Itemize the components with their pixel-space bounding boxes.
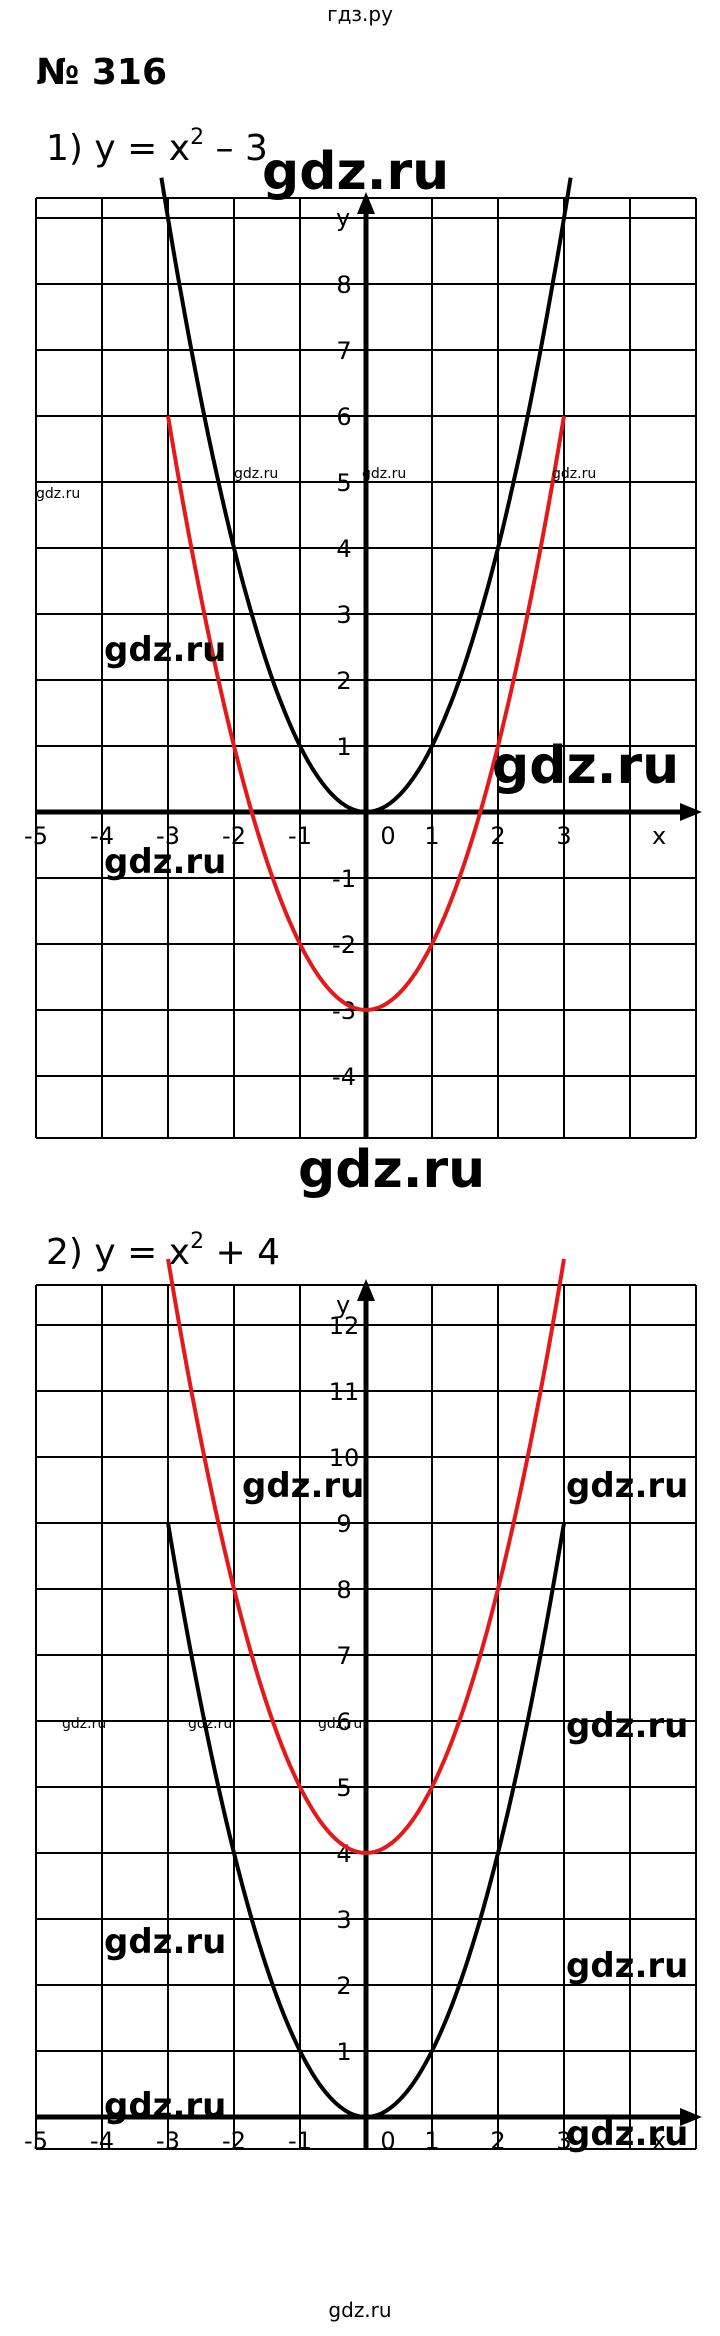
x-axis-arrow bbox=[680, 2108, 702, 2126]
watermark: gdz.ru bbox=[566, 2114, 689, 2154]
y-tick-label: -4 bbox=[332, 1063, 356, 1091]
y-tick-label: -2 bbox=[332, 931, 356, 959]
y-tick-label: 12 bbox=[329, 1312, 360, 1340]
y-tick-label: 3 bbox=[336, 1906, 351, 1934]
watermark: gdz.ru bbox=[552, 466, 597, 482]
equation-2-exponent: 2 bbox=[190, 1229, 205, 1254]
y-axis-label: y bbox=[336, 1291, 350, 1319]
parabola-curve-0 bbox=[159, 177, 573, 815]
x-axis-label: x bbox=[652, 822, 666, 850]
task-number: № 316 bbox=[36, 52, 167, 93]
watermark: gdz.ru bbox=[362, 466, 407, 482]
watermark: gdz.ru bbox=[262, 142, 450, 202]
y-tick-label: 6 bbox=[336, 403, 351, 431]
watermark: gdz.ru bbox=[104, 1922, 227, 1962]
equation-1-suffix: – 3 bbox=[204, 128, 268, 169]
x-tick-label: -1 bbox=[288, 822, 312, 850]
y-axis-arrow bbox=[357, 1279, 375, 1301]
y-tick-label: 7 bbox=[336, 1642, 351, 1670]
equation-2-title: 2) y = x2 + 4 bbox=[46, 1229, 281, 1274]
site-footer: gdz.ru bbox=[328, 2298, 392, 2322]
watermark: gdz.ru bbox=[492, 736, 680, 796]
parabola-curve-1 bbox=[166, 1258, 566, 1856]
watermark: gdz.ru bbox=[566, 1706, 689, 1746]
x-tick-label: 3 bbox=[556, 2127, 571, 2155]
y-tick-label: 1 bbox=[336, 2038, 351, 2066]
y-tick-label: 6 bbox=[336, 1708, 351, 1736]
equation-1-exponent: 2 bbox=[190, 125, 205, 150]
x-tick-label: -2 bbox=[222, 2127, 246, 2155]
watermark: gdz.ru bbox=[318, 1716, 363, 1732]
y-tick-label: -1 bbox=[332, 865, 356, 893]
parabola-curve-1 bbox=[166, 415, 566, 1013]
watermark: gdz.ru bbox=[566, 1946, 689, 1986]
watermark: gdz.ru bbox=[566, 1466, 689, 1506]
y-tick-label: 11 bbox=[329, 1378, 360, 1406]
watermark: gdz.ru bbox=[234, 466, 279, 482]
y-tick-label: 5 bbox=[336, 1774, 351, 1802]
x-tick-label: 2 bbox=[490, 822, 505, 850]
y-tick-label: 8 bbox=[336, 1576, 351, 1604]
x-tick-label: 0 bbox=[380, 2127, 395, 2155]
x-axis-label: x bbox=[652, 2127, 666, 2155]
watermark: gdz.ru bbox=[242, 1466, 365, 1506]
x-tick-label: -3 bbox=[156, 2127, 180, 2155]
x-tick-label: 1 bbox=[424, 2127, 439, 2155]
y-tick-label: 5 bbox=[336, 469, 351, 497]
y-tick-label: 2 bbox=[336, 1972, 351, 2000]
x-tick-label: -5 bbox=[24, 822, 48, 850]
watermark: gdz.ru bbox=[104, 630, 227, 670]
y-axis-arrow bbox=[357, 192, 375, 214]
y-tick-label: 10 bbox=[329, 1444, 360, 1472]
x-tick-label: -2 bbox=[222, 822, 246, 850]
parabola-curve-0 bbox=[166, 1522, 566, 2120]
equation-1-prefix: 1) y = x bbox=[46, 128, 191, 169]
x-tick-label: 2 bbox=[490, 2127, 505, 2155]
equation-1-title: 1) y = x2 – 3 bbox=[46, 125, 268, 170]
y-tick-label: 9 bbox=[336, 1510, 351, 1538]
x-tick-label: -1 bbox=[288, 2127, 312, 2155]
y-tick-label: 7 bbox=[336, 337, 351, 365]
x-tick-label: -3 bbox=[156, 822, 180, 850]
x-tick-label: -4 bbox=[90, 822, 114, 850]
x-tick-label: 1 bbox=[424, 822, 439, 850]
watermark: gdz.ru bbox=[62, 1716, 107, 1732]
y-tick-label: 1 bbox=[336, 733, 351, 761]
watermark: gdz.ru bbox=[298, 1140, 486, 1200]
y-tick-label: 8 bbox=[336, 271, 351, 299]
site-header: гдз.ру bbox=[327, 2, 393, 26]
watermark: gdz.ru bbox=[104, 2086, 227, 2126]
x-tick-label: -4 bbox=[90, 2127, 114, 2155]
x-tick-label: 0 bbox=[380, 822, 395, 850]
equation-2-prefix: 2) y = x bbox=[46, 1232, 191, 1273]
y-tick-label: 2 bbox=[336, 667, 351, 695]
x-axis-arrow bbox=[680, 803, 702, 821]
x-tick-label: -5 bbox=[24, 2127, 48, 2155]
y-tick-label: 3 bbox=[336, 601, 351, 629]
y-axis-label: y bbox=[336, 204, 350, 232]
watermark: gdz.ru bbox=[188, 1716, 233, 1732]
y-tick-label: 4 bbox=[336, 535, 351, 563]
x-tick-label: 3 bbox=[556, 822, 571, 850]
equation-2-suffix: + 4 bbox=[204, 1232, 281, 1273]
watermark: gdz.ru bbox=[104, 842, 227, 882]
watermark: gdz.ru bbox=[36, 486, 81, 502]
